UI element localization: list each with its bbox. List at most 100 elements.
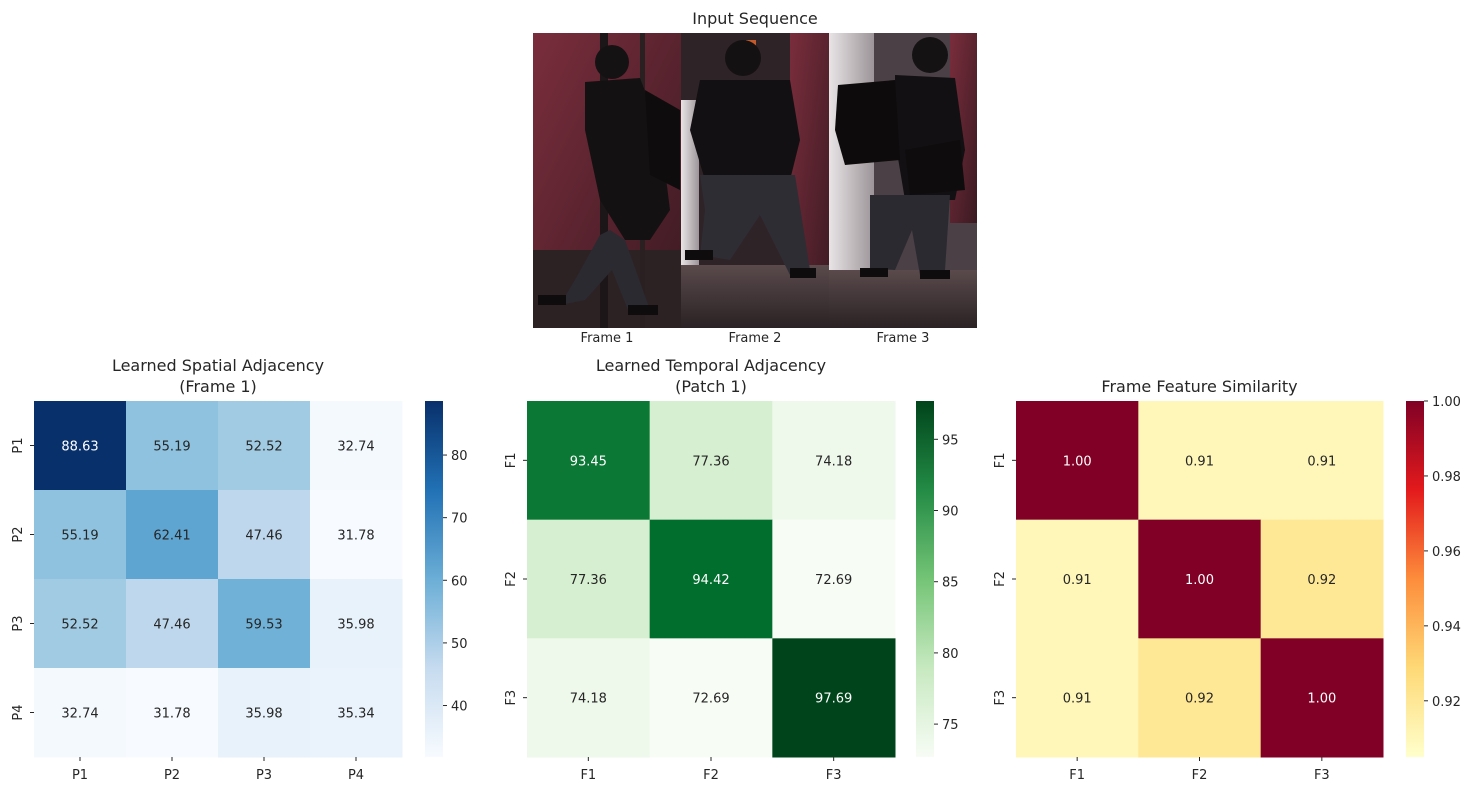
input-sequence-image [533, 33, 977, 328]
heatmap-cell-value: 35.34 [337, 707, 374, 722]
x-tick-label: P4 [348, 768, 364, 783]
heatmap-cell-value: 52.52 [245, 440, 282, 455]
heatmap-cell [649, 638, 773, 758]
heatmap-title-line: Frame Feature Similarity [1101, 377, 1297, 396]
frame-2-image [681, 33, 829, 328]
heatmap-cell-value: 59.53 [245, 618, 282, 633]
heatmap-cell-value: 88.63 [61, 440, 98, 455]
heatmap-cell [218, 490, 311, 580]
heatmap-cell-value: 55.19 [153, 440, 190, 455]
heatmap-cell-value: 31.78 [337, 529, 374, 544]
frame-1-image [533, 33, 681, 328]
heatmaps: Learned Spatial Adjacency (Frame 1) 88.63 5… [11, 356, 1461, 783]
heatmap-cell-value: 74.18 [815, 454, 852, 469]
x-tick-label: F3 [826, 768, 842, 783]
heatmap-cell [1260, 401, 1384, 521]
heatmap-cell-value: 1.00 [1063, 454, 1092, 469]
heatmap-cell [1016, 401, 1139, 521]
y-tick-label: P2 [11, 526, 26, 542]
heatmap-cell [527, 401, 651, 521]
colorbar-tick-label: 0.96 [1432, 545, 1461, 560]
heatmap-cell [310, 668, 403, 758]
heatmap-cell-value: 0.91 [1307, 454, 1336, 469]
heatmap-cell-value: 55.19 [61, 529, 98, 544]
heatmap-cell [310, 401, 403, 491]
heatmap-cell-value: 0.91 [1063, 692, 1092, 707]
y-tick-label: F3 [993, 690, 1008, 706]
y-tick-label: P3 [11, 615, 26, 631]
heatmap-cell [126, 579, 219, 669]
heatmap-cell-value: 31.78 [153, 707, 190, 722]
heatmap-1: Learned Spatial Adjacency (Frame 1) 88.63 5… [11, 356, 468, 783]
y-tick-label: P1 [11, 437, 26, 453]
frame-3-image [829, 33, 977, 328]
heatmap-cell-value: 77.36 [570, 573, 607, 588]
heatmap-cell-value: 47.46 [245, 529, 282, 544]
heatmap-cell [34, 579, 127, 669]
colorbar-tick-label: 95 [942, 433, 959, 448]
heatmap-cell [310, 579, 403, 669]
heatmap-title-line: (Patch 1) [675, 377, 747, 396]
input-sequence-title: Input Sequence [692, 9, 817, 28]
heatmap-cell [527, 519, 651, 639]
heatmap-cell [34, 401, 127, 491]
heatmap-cell-value: 0.92 [1185, 692, 1214, 707]
x-tick-label: F3 [1314, 768, 1330, 783]
heatmap-cell [1016, 519, 1139, 639]
frame-2-label: Frame 2 [729, 331, 782, 346]
heatmap-cell-value: 35.98 [337, 618, 374, 633]
heatmap-cell [772, 638, 896, 758]
heatmap-title-line: (Frame 1) [179, 377, 257, 396]
y-tick-label: F1 [504, 452, 519, 468]
colorbar-tick-label: 0.94 [1432, 620, 1461, 635]
heatmap-cell [1260, 638, 1384, 758]
heatmap-cell-value: 32.74 [61, 707, 98, 722]
heatmap-cell [310, 490, 403, 580]
colorbar-tick-label: 0.98 [1432, 470, 1461, 485]
x-tick-label: P1 [72, 768, 88, 783]
heatmap-title-line: Learned Spatial Adjacency [112, 356, 324, 375]
colorbar-tick-label: 40 [451, 700, 468, 715]
heatmap-cell-value: 72.69 [815, 573, 852, 588]
heatmap-cell-value: 0.91 [1063, 573, 1092, 588]
x-tick-label: F1 [580, 768, 596, 783]
colorbar-tick-label: 60 [451, 574, 468, 589]
y-tick-label: F1 [993, 452, 1008, 468]
heatmap-cell [772, 519, 896, 639]
heatmap-cell-value: 0.91 [1185, 454, 1214, 469]
x-tick-label: F2 [1192, 768, 1208, 783]
heatmap-cell-value: 77.36 [692, 454, 729, 469]
colorbar-tick-label: 80 [942, 647, 959, 662]
heatmap-cell-value: 1.00 [1185, 573, 1214, 588]
heatmap-cell [649, 401, 773, 521]
x-tick-label: F1 [1069, 768, 1085, 783]
heatmap-cell [772, 401, 896, 521]
y-tick-label: F2 [504, 571, 519, 587]
heatmap-cell-value: 94.42 [692, 573, 729, 588]
colorbar [1406, 401, 1424, 757]
heatmap-cell-value: 0.92 [1307, 573, 1336, 588]
heatmap-cell [1138, 519, 1262, 639]
heatmap-cell-value: 47.46 [153, 618, 190, 633]
colorbar [916, 401, 934, 757]
heatmap-title-line: Learned Temporal Adjacency [596, 356, 826, 375]
colorbar-tick-label: 1.00 [1432, 395, 1461, 410]
heatmap-cell-value: 97.69 [815, 692, 852, 707]
heatmap-3: Frame Feature Similarity 1.00 0.91 0.91 0.91… [993, 377, 1461, 783]
colorbar [425, 401, 443, 757]
y-tick-label: F2 [993, 571, 1008, 587]
heatmap-cell [126, 401, 219, 491]
heatmap-cell [218, 401, 311, 491]
heatmap-cell-value: 32.74 [337, 440, 374, 455]
heatmap-cell [1016, 638, 1139, 758]
x-tick-label: P2 [164, 768, 180, 783]
heatmap-cell-value: 1.00 [1307, 692, 1336, 707]
x-tick-label: P3 [256, 768, 272, 783]
heatmap-cell-value: 72.69 [692, 692, 729, 707]
heatmap-cell-value: 74.18 [570, 692, 607, 707]
heatmap-cell-value: 93.45 [570, 454, 607, 469]
heatmap-cell-value: 35.98 [245, 707, 282, 722]
heatmap-cell [1138, 638, 1262, 758]
colorbar-tick-label: 70 [451, 512, 468, 527]
